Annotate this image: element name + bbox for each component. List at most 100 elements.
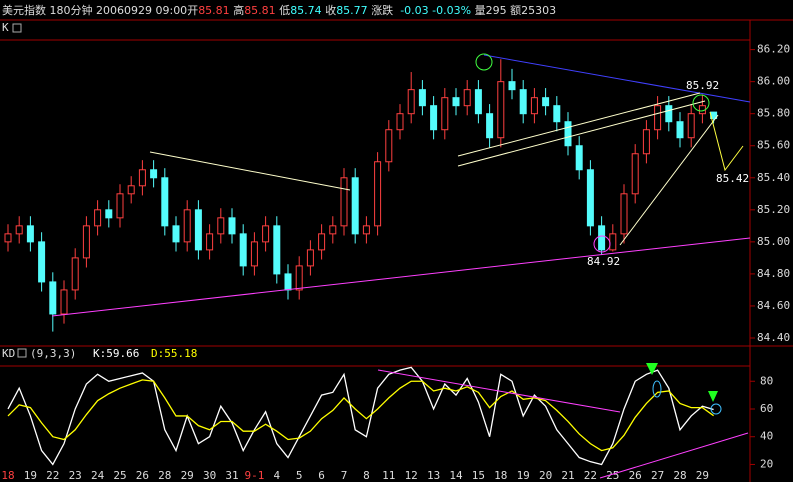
x-tick-label: 15 xyxy=(472,469,485,482)
y-tick-label: 85.00 xyxy=(757,235,790,248)
marks: 86.20 86.00 85.80 85.60 85.40 85.20 85.00 84.80… xyxy=(1,43,790,482)
amount: 额25303 xyxy=(510,4,557,17)
candle-body xyxy=(71,257,79,291)
close: 85.77 xyxy=(336,4,368,17)
candle-body xyxy=(15,225,23,235)
y-tick-label: 84.40 xyxy=(757,331,790,344)
x-tick-label: 5 xyxy=(296,469,303,482)
candle-body xyxy=(82,225,90,259)
x-tick-label: 28 xyxy=(673,469,686,482)
x-tick-label: 12 xyxy=(405,469,418,482)
candle-body xyxy=(362,225,370,235)
y-tick-label: 85.20 xyxy=(757,203,790,216)
candle-body xyxy=(642,129,650,155)
kd-line xyxy=(7,366,714,466)
candle-body xyxy=(418,89,426,107)
x-tick-label: 22 xyxy=(46,469,59,482)
y-tick-label: 85.40 xyxy=(757,171,790,184)
candle-body xyxy=(127,185,135,195)
y-tick-label: 86.20 xyxy=(757,43,790,56)
candle-body xyxy=(530,97,538,115)
legend-k: K:59.66 xyxy=(93,347,139,360)
candle-body xyxy=(250,241,258,267)
x-tick-label: 14 xyxy=(449,469,463,482)
candle-body xyxy=(306,249,314,267)
candle-body xyxy=(441,97,449,131)
x-tick-label: 18 xyxy=(494,469,507,482)
candle-body xyxy=(542,97,550,107)
candle-body xyxy=(340,177,348,227)
x-tick-label: 20 xyxy=(539,469,552,482)
candle-body xyxy=(486,113,494,139)
x-tick-label: 4 xyxy=(273,469,280,482)
x-tick-label: 22 xyxy=(584,469,597,482)
candle-body xyxy=(116,193,124,219)
candle-body xyxy=(508,81,516,91)
annotation: 85.42 xyxy=(716,172,749,185)
candle-body xyxy=(631,153,639,195)
candle-body xyxy=(206,233,214,251)
annotation: 85.92 xyxy=(686,79,719,92)
candle-body xyxy=(262,225,270,243)
candle-body xyxy=(194,209,202,251)
x-tick-label: 26 xyxy=(136,469,149,482)
x-tick-label: 29 xyxy=(181,469,194,482)
x-tick-label: 9-1 xyxy=(244,469,264,482)
candle-body xyxy=(351,177,359,235)
candle-body xyxy=(654,105,662,131)
low: 85.74 xyxy=(290,4,322,17)
datetime: 20060929 09:00 xyxy=(96,4,188,17)
annotation: 84.92 xyxy=(587,255,620,268)
panel-label: K xyxy=(2,21,9,34)
y-tick-label: 84.80 xyxy=(757,267,790,280)
candle-body xyxy=(519,89,527,115)
kd-params: (9,3,3) xyxy=(30,347,76,360)
volume: 量295 xyxy=(474,4,507,17)
candle-body xyxy=(60,289,68,315)
candle-body xyxy=(609,233,617,251)
open: 85.81 xyxy=(198,4,230,17)
candle-body xyxy=(497,81,505,139)
y-tick-label: 20 xyxy=(760,457,773,470)
change-label: 涨跌 xyxy=(371,4,394,17)
high: 85.81 xyxy=(244,4,276,17)
legend-d: D:55.18 xyxy=(151,347,197,360)
candle-body xyxy=(49,281,57,315)
header: 美元指数 180分钟 20060929 09:00开85.81 高85.81 低… xyxy=(2,2,556,18)
x-tick-label: 28 xyxy=(158,469,171,482)
low-label: 低 xyxy=(279,4,291,17)
open-label: 开 xyxy=(187,4,199,17)
y-tick-label: 85.60 xyxy=(757,139,790,152)
candle-body xyxy=(687,113,695,139)
candle-body xyxy=(295,265,303,291)
candle-body xyxy=(430,105,438,131)
candle-body xyxy=(105,209,113,219)
candle-body xyxy=(273,225,281,275)
candle-body xyxy=(586,169,594,227)
change-pct: -0.03% xyxy=(432,4,472,17)
candle-body xyxy=(620,193,628,235)
candle-body xyxy=(575,145,583,171)
x-tick-label: 18 xyxy=(1,469,14,482)
x-tick-label: 21 xyxy=(561,469,574,482)
kd-title: KD xyxy=(2,347,15,360)
candle-body xyxy=(407,89,415,115)
candle-body xyxy=(553,105,561,123)
candle-body xyxy=(26,225,34,243)
drawings xyxy=(51,53,751,479)
x-tick-label: 29 xyxy=(696,469,709,482)
y-tick-label: 40 xyxy=(760,430,773,443)
x-tick-label: 8 xyxy=(363,469,370,482)
change: -0.03 xyxy=(400,4,429,17)
candle-body xyxy=(217,217,225,235)
y-tick-label: 80 xyxy=(760,374,773,387)
candle-body xyxy=(396,113,404,131)
y-tick-label: 86.00 xyxy=(757,75,790,88)
x-tick-label: 19 xyxy=(24,469,37,482)
x-tick-label: 6 xyxy=(318,469,325,482)
candle-body xyxy=(38,241,46,283)
x-tick-label: 26 xyxy=(629,469,642,482)
candle-body xyxy=(676,121,684,139)
